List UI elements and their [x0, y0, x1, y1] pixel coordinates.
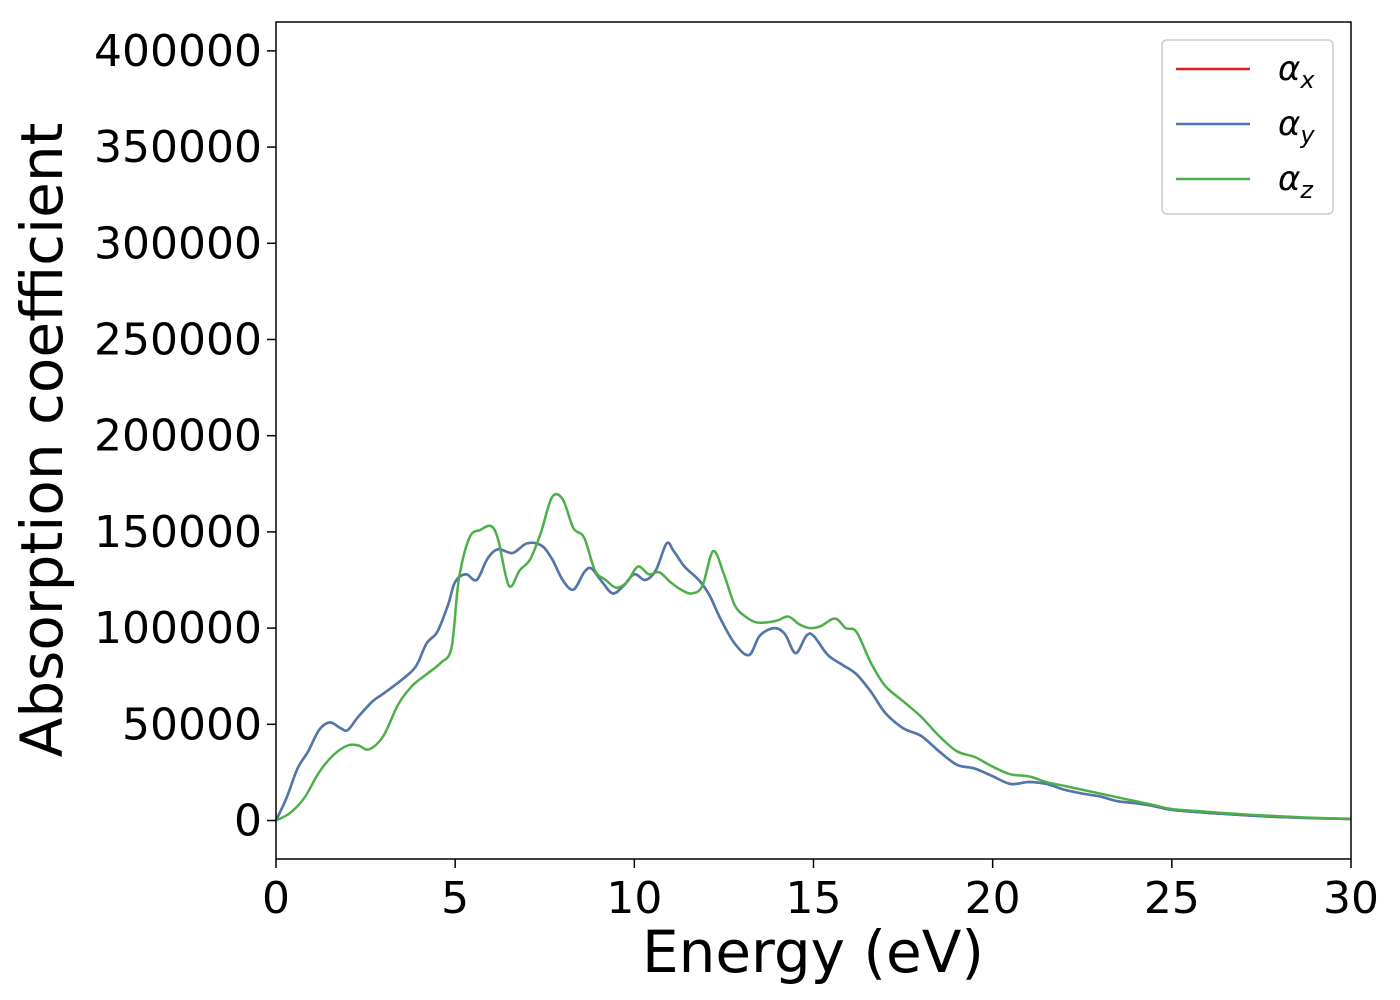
series-line-x [274, 541, 1352, 822]
y-tick-label: 150000 [94, 507, 262, 558]
legend-label: αx [1278, 49, 1315, 94]
x-tick-label: 10 [606, 873, 662, 924]
y-tick-label: 300000 [94, 218, 262, 269]
x-tick-label: 30 [1323, 873, 1379, 924]
plot-lines [274, 492, 1352, 822]
legend-label: αz [1278, 159, 1314, 204]
y-tick-label: 100000 [94, 603, 262, 654]
x-tick-label: 15 [786, 873, 842, 924]
legend-entry-y: αy [1176, 104, 1315, 149]
y-tick-label: 250000 [94, 314, 262, 365]
y-tick-label: 200000 [94, 411, 262, 462]
x-tick-label: 0 [262, 873, 290, 924]
x-tick-label: 5 [441, 873, 469, 924]
x-tick-label: 25 [1144, 873, 1200, 924]
legend-label: αy [1278, 104, 1315, 149]
x-axis-title: Energy (eV) [642, 918, 984, 986]
x-tick-label: 20 [965, 873, 1021, 924]
legend-entry-z: αz [1176, 159, 1314, 204]
legend-entry-x: αx [1176, 49, 1315, 94]
series-line-z [275, 492, 1352, 822]
y-axis-ticks: 0 50000 100000 150000 200000 250000 300000 3500… [94, 26, 276, 847]
series-line-y [274, 541, 1352, 822]
y-tick-label: 350000 [94, 122, 262, 173]
y-tick-label: 0 [234, 796, 262, 847]
legend-entries: αx αy αz [1176, 49, 1315, 204]
y-tick-label: 50000 [122, 699, 262, 750]
legend: αx αy αz [1161, 39, 1334, 215]
x-axis-ticks: 0 5 10 15 20 25 30 [262, 859, 1379, 924]
y-tick-label: 400000 [94, 26, 262, 77]
y-axis-title: Absorption coefficient [8, 123, 76, 758]
legend-box [1161, 39, 1334, 215]
